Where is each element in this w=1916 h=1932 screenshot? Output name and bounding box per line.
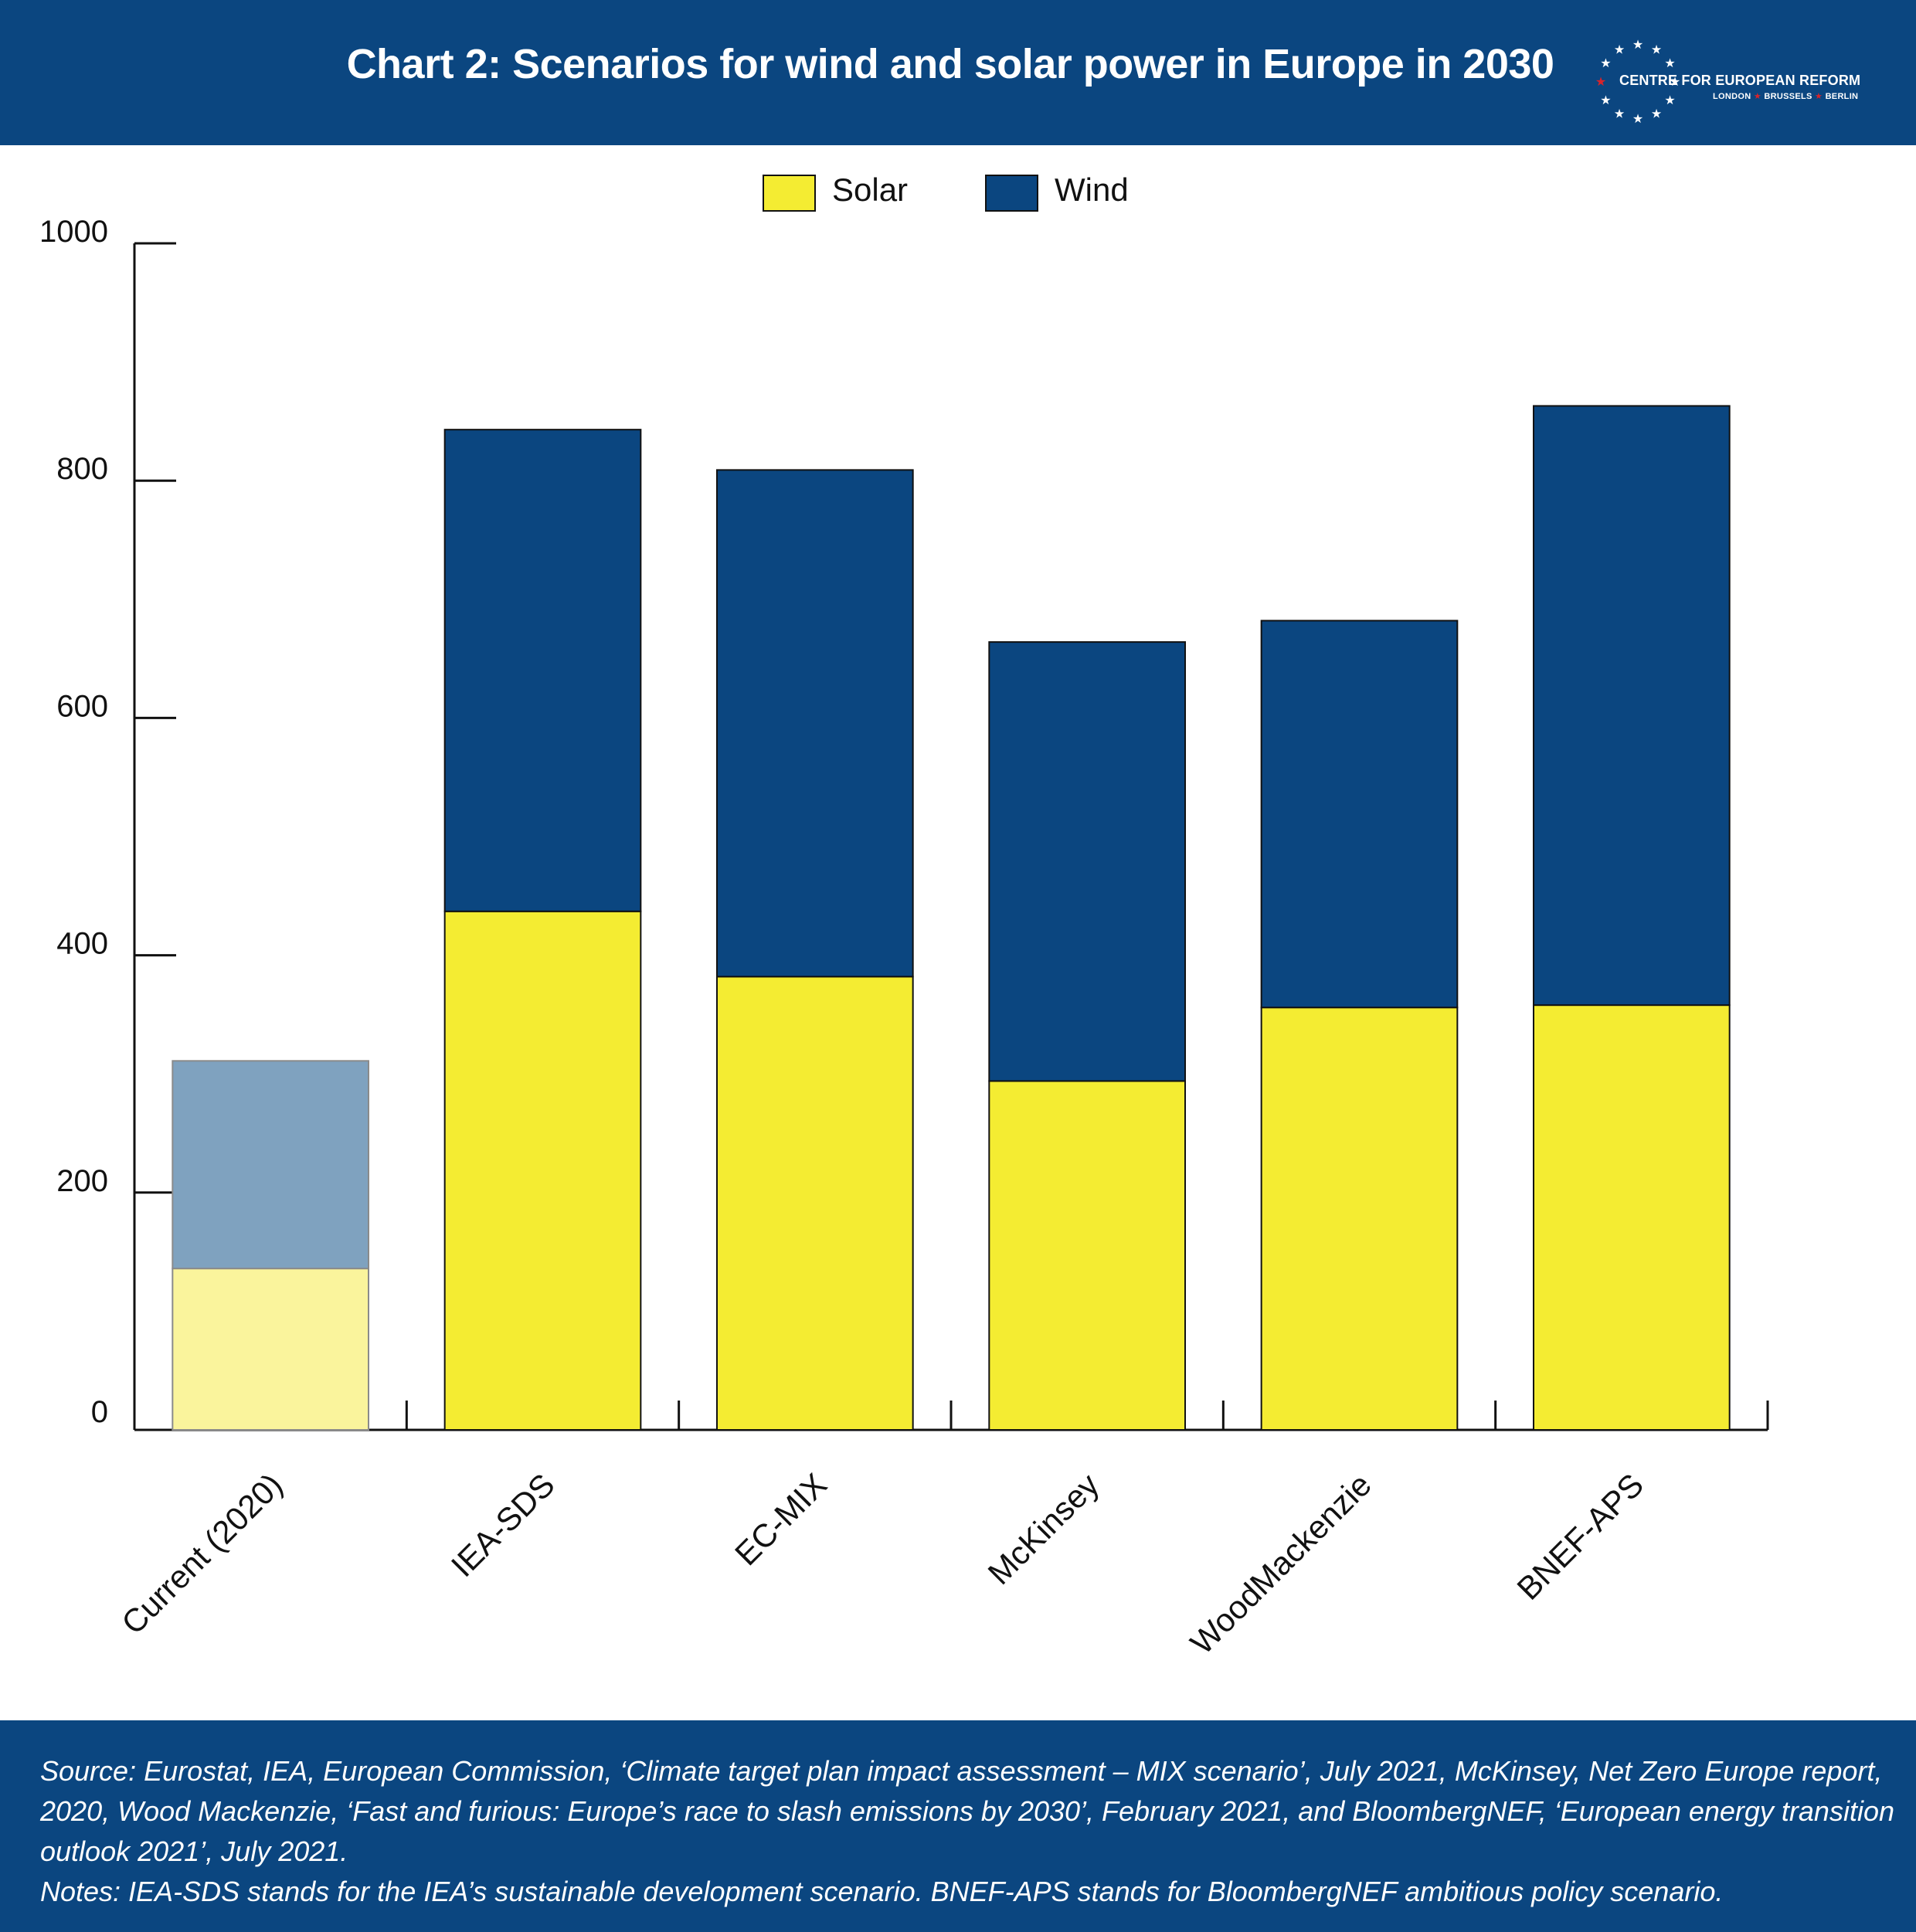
x-category-label: WoodMackenzie	[1184, 1466, 1378, 1661]
x-category-label: EC-MIX	[728, 1466, 834, 1572]
y-tick-label: 0	[91, 1395, 108, 1429]
legend-label-wind: Wind	[1055, 171, 1129, 208]
logo-cities: LONDON ★ BRUSSELS ★ BERLIN	[1713, 91, 1858, 101]
chart-footer: Source: Eurostat, IEA, European Commissi…	[0, 1720, 1916, 1932]
bar-solar-5	[1532, 1004, 1731, 1431]
chart-header: Chart 2: Scenarios for wind and solar po…	[0, 0, 1916, 145]
star-separator-icon: ★	[1753, 92, 1761, 101]
x-category-label: IEA-SDS	[444, 1466, 562, 1584]
logo-star-icon: ★	[1614, 43, 1625, 56]
logo-city-berlin: BERLIN	[1825, 92, 1859, 101]
bar-wind-1	[443, 429, 642, 912]
chart-legend: Solar Wind	[763, 171, 1129, 212]
bar-wind-5	[1532, 405, 1731, 1007]
y-tick-label: 600	[56, 689, 108, 723]
logo-star-icon: ★	[1651, 43, 1662, 56]
logo-name: CENTRE FOR EUROPEAN REFORM	[1619, 73, 1861, 88]
bar-wind-2	[715, 469, 914, 978]
bar-wind-4	[1260, 620, 1459, 1009]
legend-label-solar: Solar	[832, 171, 908, 208]
logo-star-icon: ★	[1651, 108, 1662, 121]
y-tick-label: 1000	[39, 215, 108, 249]
legend-swatch-solar	[763, 175, 816, 212]
logo-star-icon: ★	[1664, 57, 1675, 70]
source-note: Source: Eurostat, IEA, European Commissi…	[40, 1755, 1894, 1867]
logo-star-icon: ★	[1600, 57, 1611, 70]
y-tick-label: 400	[56, 927, 108, 961]
logo-star-icon: ★	[1632, 39, 1643, 52]
logo-star-icon: ★	[1632, 113, 1643, 124]
bar-solar-3	[988, 1080, 1187, 1431]
logo-star-icon: ★	[1614, 108, 1625, 121]
bar-solar-0	[172, 1268, 370, 1431]
star-separator-icon: ★	[1815, 92, 1823, 101]
eu-stars-icon: ★ ★★★★★★★★★★★	[1595, 39, 1680, 124]
x-category-label: BNEF-APS	[1510, 1466, 1650, 1607]
y-tick-label: 800	[56, 452, 108, 486]
stacked-bar-chart: Solar Wind 0 200 400 600 800 1000 Current (2020)…	[39, 171, 1769, 1661]
logo-star-icon: ★	[1595, 76, 1606, 89]
logo-star-icon: ★	[1670, 76, 1680, 89]
logo-city-london: LONDON	[1713, 92, 1751, 101]
bar-solar-4	[1260, 1007, 1459, 1431]
notes-text: Notes: IEA-SDS stands for the IEA’s sust…	[40, 1876, 1724, 1907]
legend-swatch-wind	[985, 175, 1038, 212]
bar-wind-3	[988, 641, 1187, 1082]
cer-logo: ★ ★ ★ ★ ★ ★ ★ ★ ★ ★ ★ ★ CENTRE FOR EUROPEAN REFORM …	[1595, 39, 1861, 124]
x-category-label: Current (2020)	[114, 1466, 289, 1641]
logo-star-icon: ★	[1600, 94, 1611, 107]
logo-star-icon: ★	[1664, 94, 1675, 107]
logo-city-brussels: BRUSSELS	[1764, 92, 1812, 101]
y-tick-label: 200	[56, 1164, 108, 1198]
bar-wind-0	[172, 1060, 370, 1270]
chart-title: Chart 2: Scenarios for wind and solar po…	[346, 41, 1554, 87]
bar-solar-2	[715, 976, 914, 1431]
x-category-label: McKinsey	[981, 1466, 1106, 1591]
bar-solar-1	[443, 910, 642, 1431]
